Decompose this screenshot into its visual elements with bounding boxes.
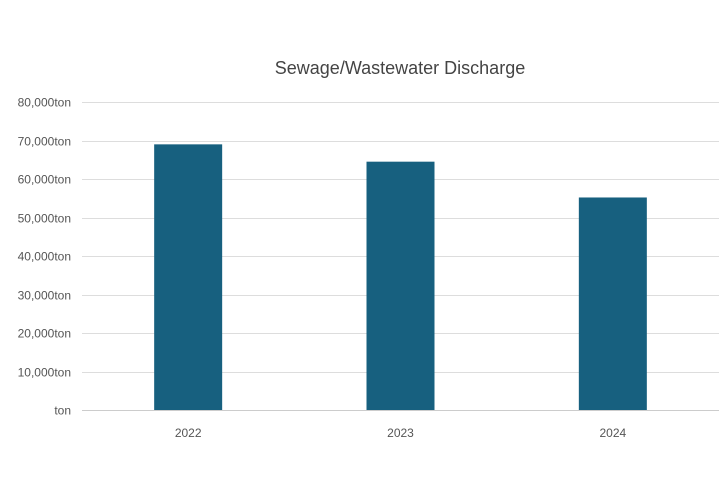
y-tick-label: 10,000ton: [18, 366, 71, 380]
y-tick-label: 80,000ton: [18, 96, 71, 110]
x-tick-label: 2024: [599, 426, 626, 440]
y-tick-label: 40,000ton: [18, 250, 71, 264]
bar-2022: [154, 144, 223, 410]
y-tick-label: 70,000ton: [18, 135, 71, 149]
x-tick-label: 2022: [175, 426, 202, 440]
bar-2023: [366, 161, 435, 410]
chart-title: Sewage/Wastewater Discharge: [274, 58, 526, 78]
y-tick-label: 20,000ton: [18, 327, 71, 341]
y-tick-label: 50,000ton: [18, 212, 71, 226]
bar-2024: [578, 197, 647, 410]
y-tick-label: 60,000ton: [18, 173, 71, 187]
y-tick-label: ton: [54, 404, 71, 418]
y-tick-label: 30,000ton: [18, 289, 71, 303]
x-tick-label: 2023: [387, 426, 414, 440]
